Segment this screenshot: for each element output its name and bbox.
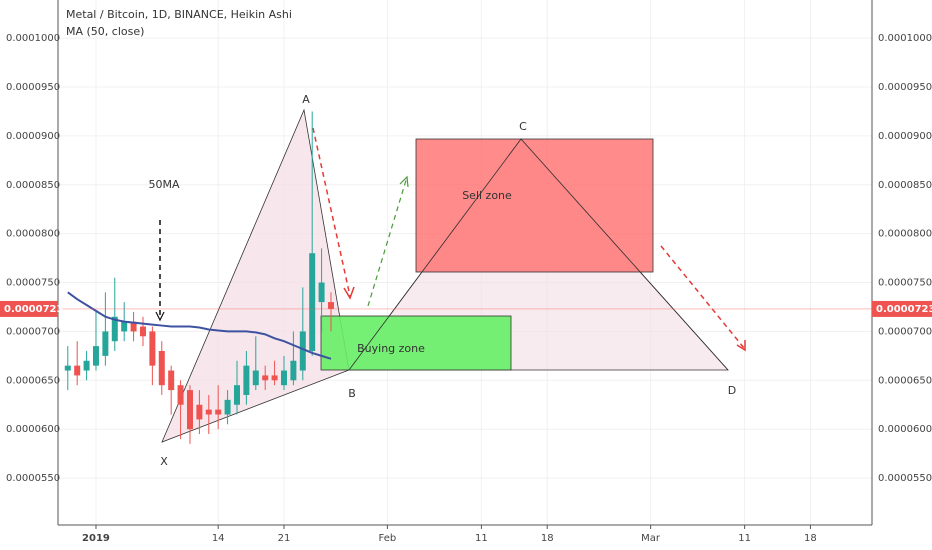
y-tick-label: 0.0001000 — [6, 33, 60, 44]
x-tick-label: 2019 — [82, 533, 110, 544]
y-tick-label: 0.0000650 — [878, 375, 932, 386]
y-tick-label: 0.0000700 — [6, 326, 60, 337]
y-tick-label: 0.0000700 — [878, 326, 932, 337]
candle-body — [74, 365, 81, 376]
candle-body — [252, 370, 259, 386]
chart-title: Metal / Bitcoin, 1D, BINANCE, Heikin Ash… — [66, 8, 292, 21]
y-tick-label: 0.0000650 — [6, 375, 60, 386]
y-tick-label: 0.0000900 — [878, 131, 932, 142]
candle-body — [102, 331, 109, 356]
arrowhead — [399, 175, 409, 188]
candle-body — [299, 331, 306, 371]
note: 50MA — [148, 178, 179, 191]
point-label: A — [302, 93, 310, 106]
candle-body — [290, 360, 297, 381]
candle-body — [92, 346, 99, 366]
point-label: X — [160, 455, 168, 468]
arrow — [312, 127, 351, 297]
candle-body — [158, 350, 165, 386]
last-price-label: 0.0000723 — [4, 304, 64, 315]
arrowhead — [343, 286, 355, 300]
candle-body — [64, 365, 71, 371]
candle-body — [243, 365, 250, 395]
x-tick-label: 11 — [738, 533, 751, 544]
candle-body — [271, 375, 278, 381]
y-tick-label: 0.0000750 — [878, 278, 932, 289]
arrow — [660, 245, 745, 349]
candle-body — [318, 282, 325, 303]
point-label: C — [519, 120, 527, 133]
y-tick-label: 0.0000850 — [6, 180, 60, 191]
ma-line — [67, 291, 332, 360]
candle-body — [121, 321, 128, 332]
x-tick-label: 21 — [278, 533, 291, 544]
series — [64, 111, 334, 444]
candle-body — [215, 409, 222, 415]
y-tick-label: 0.0000550 — [6, 473, 60, 484]
candle-body — [262, 375, 269, 381]
candle-body — [177, 385, 184, 405]
x-tick-label: 11 — [475, 533, 488, 544]
y-tick-label: 0.0000750 — [6, 278, 60, 289]
x-tick-label: Feb — [379, 533, 397, 544]
candle-body — [130, 321, 137, 332]
arrow — [367, 176, 408, 307]
candle-body — [205, 409, 212, 415]
legend-entry: MA (50, close) — [66, 25, 144, 38]
sell-zone — [415, 138, 654, 273]
y-tick-label: 0.0001000 — [878, 33, 932, 44]
zone-label: Buying zone — [357, 342, 425, 355]
price-tag — [0, 300, 58, 317]
candle-body — [168, 370, 175, 391]
y-tick-label: 0.0000950 — [6, 82, 60, 93]
x-tick-label: 18 — [804, 533, 817, 544]
buy-zone — [320, 315, 512, 371]
candle-body — [327, 302, 334, 309]
candle-body — [139, 326, 146, 337]
y-tick-label: 0.0000800 — [878, 229, 932, 240]
arrowhead — [155, 311, 165, 322]
candle-body — [309, 253, 316, 351]
candle-body — [111, 316, 118, 342]
x-tick-label: 14 — [212, 533, 225, 544]
y-tick-label: 0.0000600 — [878, 424, 932, 435]
y-tick-label: 0.0000550 — [878, 473, 932, 484]
candle-body — [280, 370, 287, 386]
bcd-outline — [348, 138, 729, 371]
y-tick-label: 0.0000800 — [6, 229, 60, 240]
point-label: D — [728, 384, 736, 397]
x-tick-label: 18 — [541, 533, 554, 544]
y-tick-label: 0.0000900 — [6, 131, 60, 142]
candle-body — [196, 404, 203, 420]
zone-label: Sell zone — [462, 189, 512, 202]
price-tag — [872, 300, 932, 317]
point-label: B — [348, 387, 356, 400]
x-tick-label: Mar — [641, 533, 661, 544]
arrowhead — [736, 340, 746, 352]
candle-body — [149, 331, 156, 366]
candle-body — [186, 390, 193, 430]
last-price-label: 0.0000723 — [876, 304, 932, 315]
y-tick-label: 0.0000950 — [878, 82, 932, 93]
candle-body — [224, 399, 231, 415]
candle-body — [233, 385, 240, 405]
y-tick-label: 0.0000600 — [6, 424, 60, 435]
candle-body — [83, 360, 90, 371]
y-tick-label: 0.0000850 — [878, 180, 932, 191]
